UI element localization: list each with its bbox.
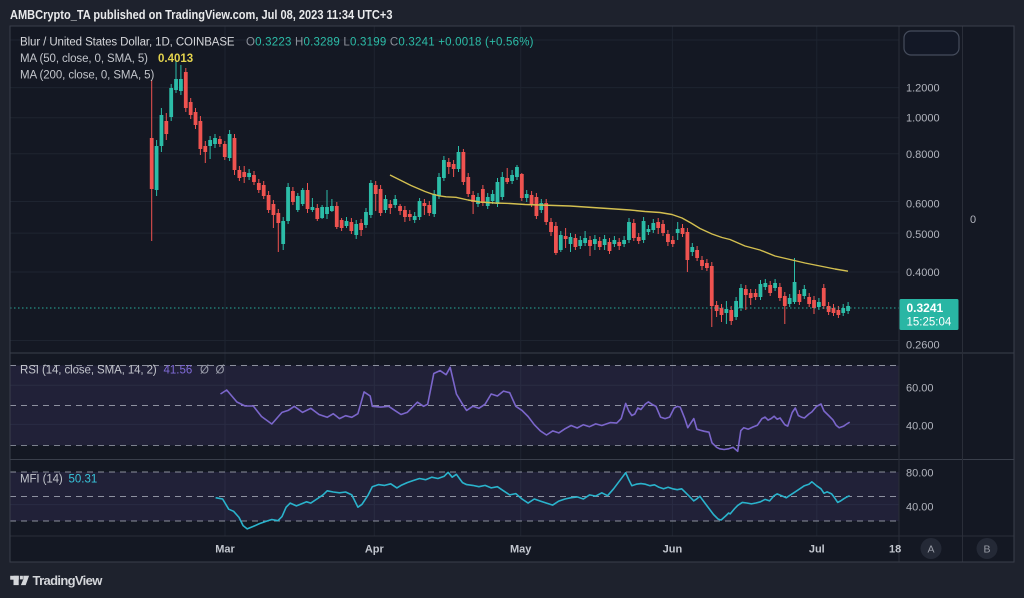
svg-text:15:25:04: 15:25:04 [907,317,952,329]
svg-text:1.2000: 1.2000 [906,83,940,95]
svg-text:0: 0 [970,214,976,226]
svg-text:0.2600: 0.2600 [906,340,940,352]
svg-text:40.00: 40.00 [906,501,934,513]
svg-text:1.0000: 1.0000 [906,113,940,125]
svg-text:Ø: Ø [216,364,225,376]
svg-text:B: B [983,544,990,556]
svg-text:MFI (14): MFI (14) [20,473,63,485]
svg-text:40.00: 40.00 [906,421,934,433]
svg-text:0.6000: 0.6000 [906,198,940,210]
svg-text:A: A [927,544,934,556]
svg-text:O0.3223 H0.3289 L0.3199 C0.: O0.3223 H0.3289 L0.3199 C0.3241 +0.0018 … [246,36,534,48]
svg-text:0.8000: 0.8000 [906,149,940,161]
svg-text:Jun: Jun [663,544,683,556]
svg-text:Jul: Jul [809,544,825,556]
svg-text:0.5000: 0.5000 [906,229,940,241]
svg-text:MA (200, close, 0, SMA, 5): MA (200, close, 0, SMA, 5) [20,70,154,82]
svg-text:Apr: Apr [365,544,385,556]
svg-text:0.4013: 0.4013 [158,53,193,65]
svg-text:TradingView: TradingView [33,573,104,588]
svg-text:MA (50, close, 0, SMA, 5): MA (50, close, 0, SMA, 5) [20,53,148,65]
svg-text:Blur / United States Dollar, 1: Blur / United States Dollar, 1D, COINBAS… [20,36,235,48]
svg-text:RSI (14, close, SMA, 14, 2): RSI (14, close, SMA, 14, 2) [20,364,157,376]
svg-text:50.31: 50.31 [69,473,98,485]
svg-text:0.4000: 0.4000 [906,267,940,279]
svg-text:AMBCrypto_TA published on Trad: AMBCrypto_TA published on TradingView.co… [10,7,393,22]
svg-text:41.56: 41.56 [164,364,193,376]
svg-text:0.3241: 0.3241 [907,301,944,315]
svg-text:18: 18 [889,544,901,556]
svg-text:Mar: Mar [215,544,235,556]
svg-text:Ø: Ø [200,364,209,376]
svg-text:60.00: 60.00 [906,382,934,394]
svg-text:May: May [510,544,532,556]
svg-text:80.00: 80.00 [906,467,934,479]
